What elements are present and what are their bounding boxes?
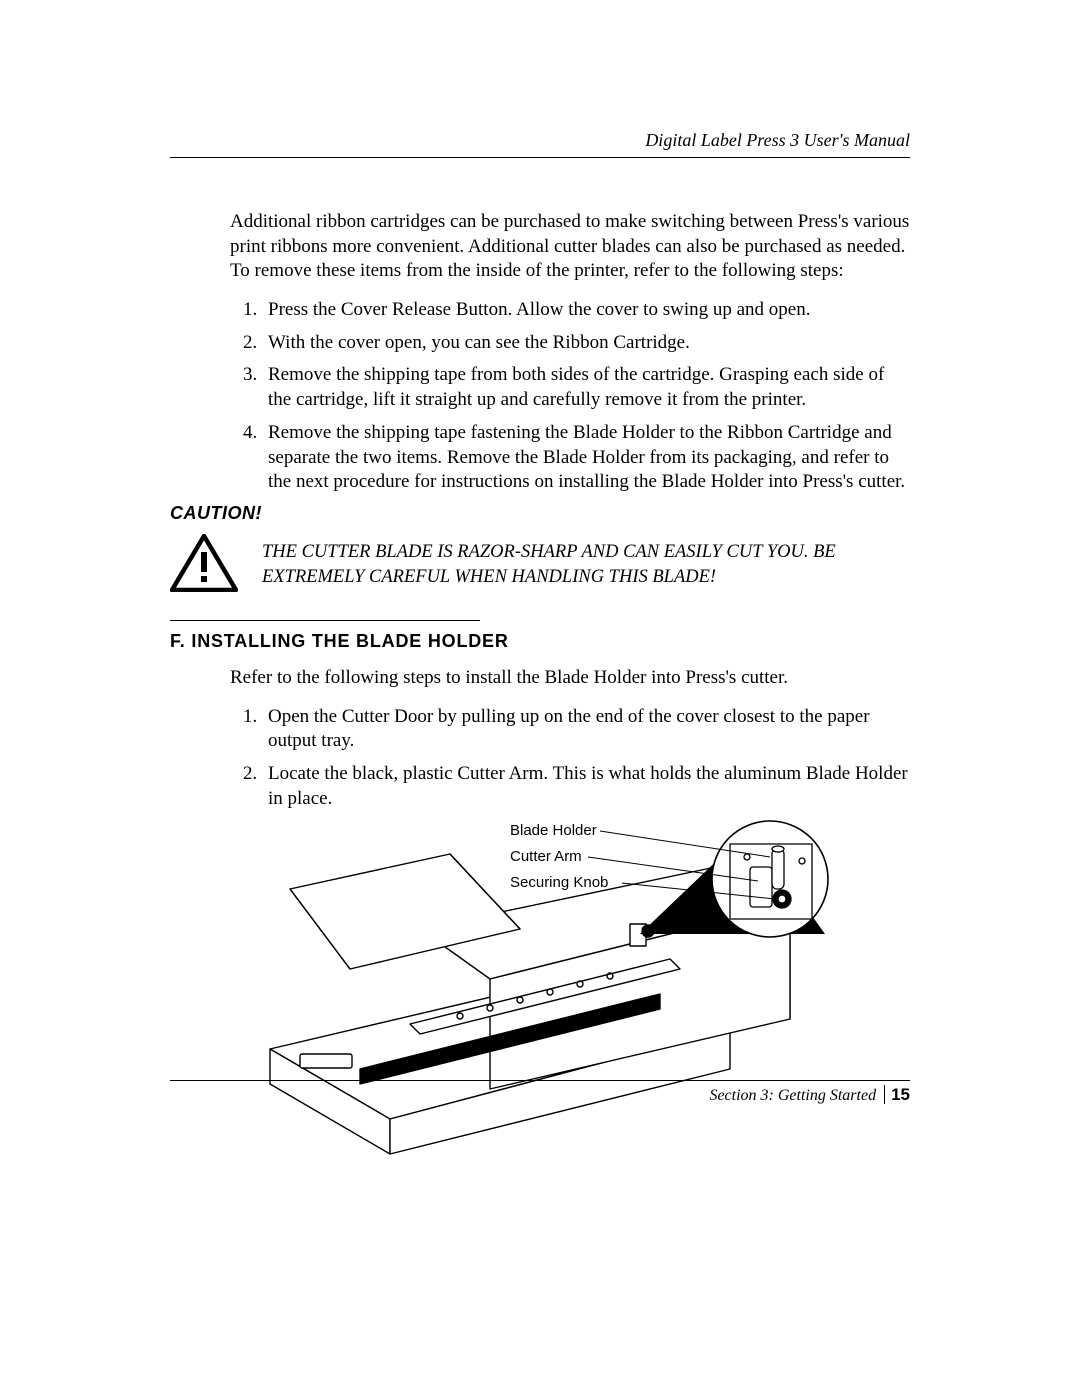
blade-holder-figure: Blade Holder Cutter Arm Securing Knob	[230, 819, 910, 1164]
running-header: Digital Label Press 3 User's Manual	[170, 130, 910, 158]
steps-list-f: Open the Cutter Door by pulling up on th…	[230, 705, 910, 812]
figure-label-cutter-arm: Cutter Arm	[510, 848, 582, 865]
list-item: Remove the shipping tape fastening the B…	[262, 421, 910, 495]
figure-label-securing-knob: Securing Knob	[510, 874, 608, 891]
caution-text: THE CUTTER BLADE IS RAZOR-SHARP AND CAN …	[262, 534, 910, 590]
intro-paragraph: Additional ribbon cartridges can be purc…	[230, 210, 910, 284]
steps-list-a: Press the Cover Release Button. Allow th…	[230, 298, 910, 495]
section-divider	[170, 620, 480, 621]
list-item: Locate the black, plastic Cutter Arm. Th…	[262, 762, 910, 811]
caution-label: CAUTION!	[170, 503, 910, 524]
warning-triangle-icon	[170, 534, 238, 592]
page-number: 15	[884, 1085, 910, 1104]
footer-section: Section 3: Getting Started	[709, 1087, 876, 1104]
section-heading-f: F. INSTALLING THE BLADE HOLDER	[170, 631, 910, 652]
list-item: Press the Cover Release Button. Allow th…	[262, 298, 910, 323]
list-item: With the cover open, you can see the Rib…	[262, 331, 910, 356]
page-footer: Section 3: Getting Started 15	[170, 1080, 910, 1105]
caution-block: THE CUTTER BLADE IS RAZOR-SHARP AND CAN …	[170, 534, 910, 592]
section-f-lead: Refer to the following steps to install …	[230, 666, 910, 691]
figure-label-blade-holder: Blade Holder	[510, 822, 597, 839]
list-item: Open the Cutter Door by pulling up on th…	[262, 705, 910, 754]
list-item: Remove the shipping tape from both sides…	[262, 363, 910, 412]
